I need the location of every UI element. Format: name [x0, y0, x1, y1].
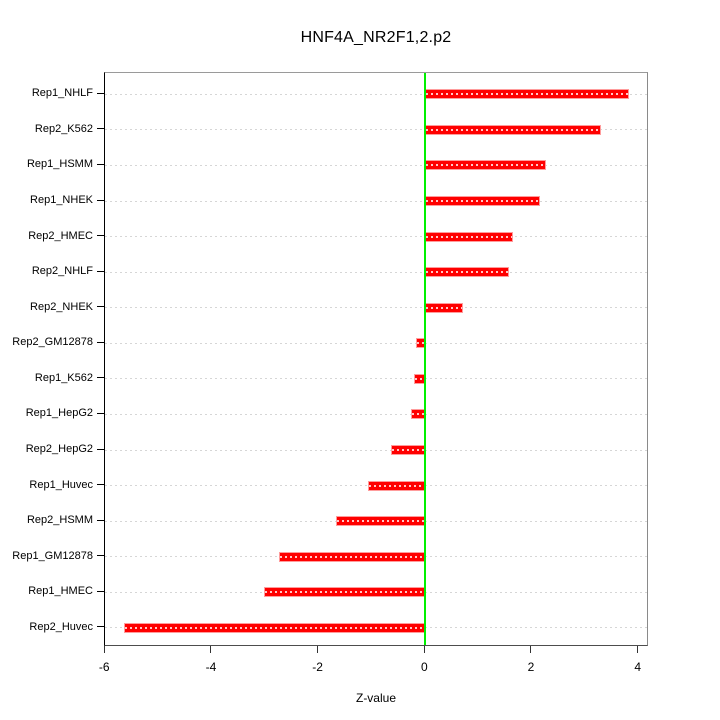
grid-line: [105, 200, 647, 202]
grid-line: [105, 271, 647, 273]
y-axis-tick: [97, 377, 104, 379]
y-axis-tick: [97, 341, 104, 343]
x-axis-tick: [637, 646, 639, 653]
y-axis-tick: [97, 128, 104, 130]
y-axis-label-Rep1_NHLF: Rep1_NHLF: [31, 87, 93, 100]
y-axis-label-Rep2_Huvec: Rep2_Huvec: [29, 620, 93, 633]
plot-area: [104, 72, 648, 646]
y-axis-label-Rep2_NHLF: Rep2_NHLF: [31, 265, 93, 278]
x-axis-tick-label: -4: [205, 660, 217, 674]
grid-line: [105, 164, 647, 166]
bar-dash-overlay: [337, 520, 425, 523]
bar-dash-overlay: [426, 235, 513, 238]
x-axis-tick: [423, 646, 425, 653]
bar-dash-overlay: [368, 484, 425, 487]
grid-line: [105, 378, 647, 380]
y-axis-label-Rep2_HMEC: Rep2_HMEC: [28, 229, 93, 242]
bar-dash-overlay: [426, 128, 601, 131]
grid-line: [105, 129, 647, 131]
bar-dash-overlay: [392, 449, 425, 452]
y-axis-label-Rep1_Huvec: Rep1_Huvec: [29, 478, 93, 491]
x-axis-tick-label: 2: [527, 660, 535, 674]
y-axis-tick: [97, 519, 104, 521]
bar-dash-overlay: [426, 271, 508, 274]
y-axis-label-Rep1_K562: Rep1_K562: [34, 371, 93, 384]
bar-dash-overlay: [426, 93, 629, 96]
bar-dash-overlay: [412, 413, 425, 416]
x-axis-tick-label: 0: [420, 660, 428, 674]
y-axis-tick: [97, 199, 104, 201]
x-axis-tick: [317, 646, 319, 653]
x-axis-tick: [530, 646, 532, 653]
y-axis-tick: [97, 626, 104, 628]
x-axis-title: Z-value: [355, 691, 396, 705]
grid-line: [105, 449, 647, 451]
y-axis-label-Rep2_HepG2: Rep2_HepG2: [25, 443, 93, 456]
x-axis-tick-label: -2: [312, 660, 323, 674]
bar-dash-overlay: [426, 164, 545, 167]
bar-dash-overlay: [415, 377, 425, 380]
y-axis-label-Rep1_GM12878: Rep1_GM12878: [12, 549, 93, 562]
x-axis-tick: [103, 646, 105, 653]
y-axis-tick: [97, 448, 104, 450]
x-axis-tick-label: -6: [98, 660, 110, 674]
y-axis-label-Rep2_K562: Rep2_K562: [34, 122, 93, 135]
bar-dash-overlay: [124, 626, 425, 629]
y-axis-label-Rep1_NHEK: Rep1_NHEK: [30, 194, 93, 207]
chart-title: HNF4A_NR2F1,2.p2: [300, 29, 452, 46]
y-axis-label-Rep1_HSMM: Rep1_HSMM: [26, 158, 93, 171]
grid-line: [105, 93, 647, 95]
bar-dash-overlay: [426, 200, 539, 203]
zero-reference-line: [424, 73, 427, 645]
y-axis-tick: [97, 555, 104, 557]
grid-line: [105, 413, 647, 415]
y-axis-tick: [97, 270, 104, 272]
bar-dash-overlay: [426, 306, 463, 309]
x-axis-tick-label: 4: [634, 660, 641, 674]
y-axis-tick: [97, 163, 104, 165]
bar-dash-overlay: [279, 555, 425, 558]
y-axis-label-Rep2_GM12878: Rep2_GM12878: [12, 336, 93, 349]
bar-dash-overlay: [265, 591, 425, 594]
y-axis-tick: [97, 484, 104, 486]
y-axis-label-Rep2_HSMM: Rep2_HSMM: [26, 514, 93, 527]
y-axis-tick: [97, 92, 104, 94]
y-axis-label-Rep1_HMEC: Rep1_HMEC: [28, 585, 93, 598]
grid-line: [105, 307, 647, 309]
y-axis-tick: [97, 412, 104, 414]
y-axis-label-Rep2_NHEK: Rep2_NHEK: [30, 300, 93, 313]
y-axis-tick: [97, 306, 104, 308]
grid-line: [105, 342, 647, 344]
y-axis-tick: [97, 235, 104, 237]
x-axis-tick: [210, 646, 212, 653]
bar-dash-overlay: [416, 342, 425, 345]
y-axis-label-Rep1_HepG2: Rep1_HepG2: [25, 407, 93, 420]
grid-line: [105, 236, 647, 238]
y-axis-tick: [97, 590, 104, 592]
